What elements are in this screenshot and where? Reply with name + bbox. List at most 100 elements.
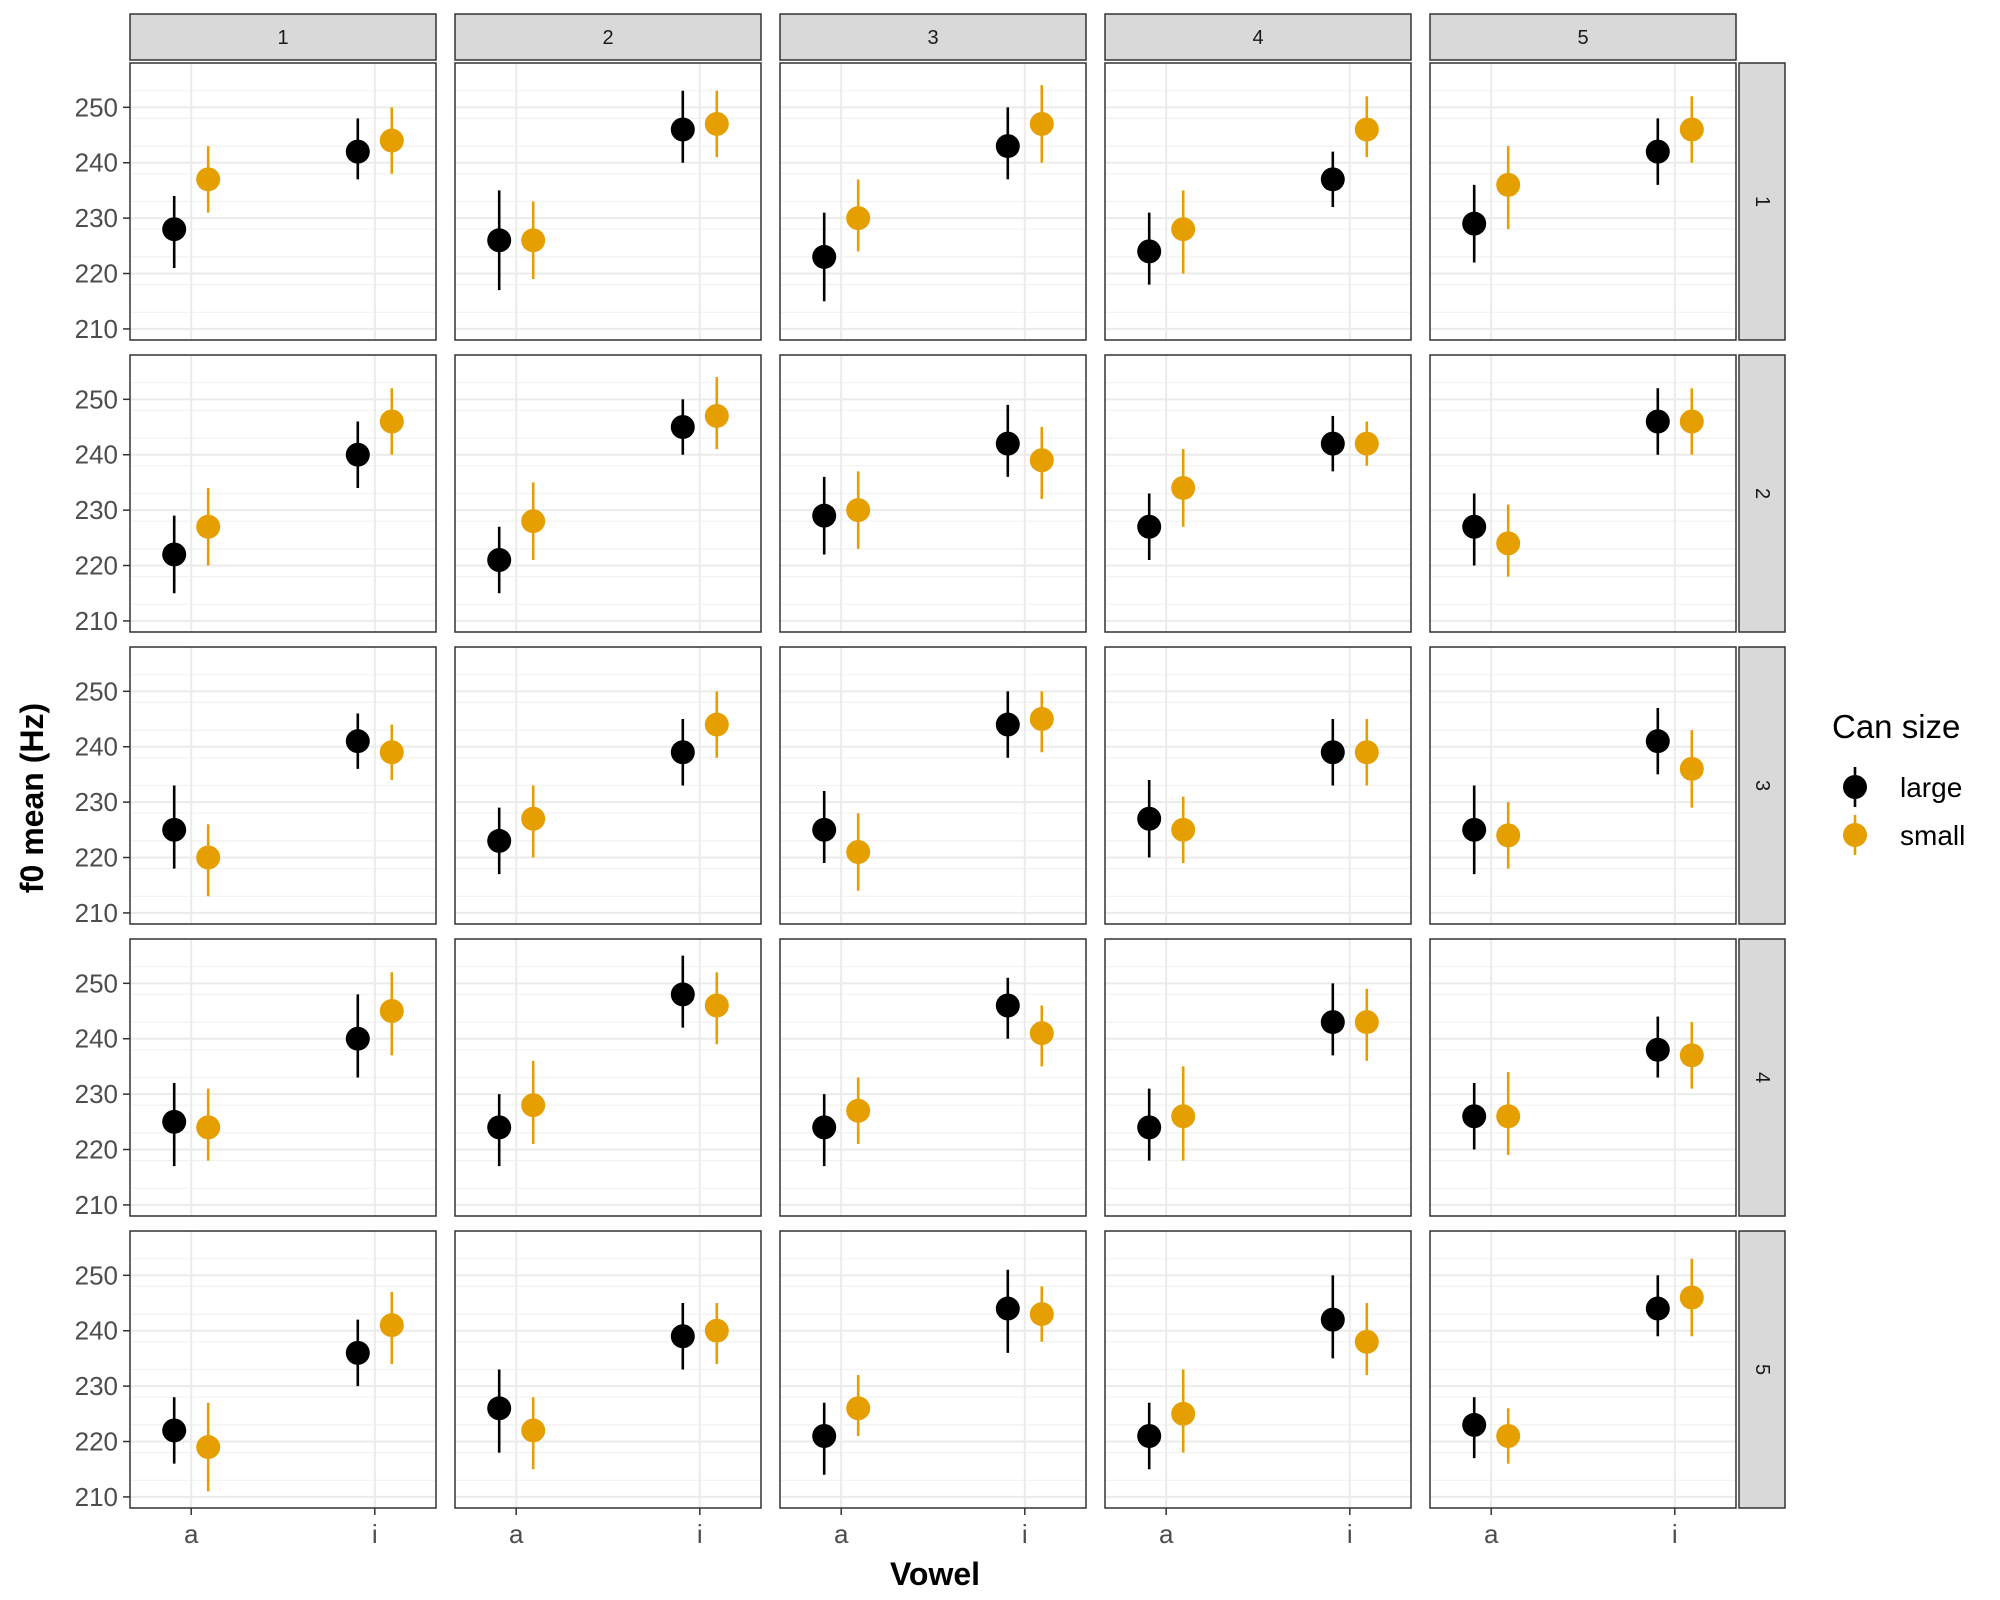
y-tick-label: 250	[75, 676, 118, 706]
panel-r2-c4	[1104, 354, 1412, 633]
panel-r1-c2	[454, 62, 762, 341]
strip-background	[1738, 62, 1786, 341]
strip-label: 2	[1751, 488, 1773, 499]
mean-point	[1137, 1115, 1162, 1140]
strip-label: 1	[277, 27, 288, 49]
point-small-i	[1354, 96, 1379, 158]
mean-point	[1679, 1043, 1704, 1068]
legend-label: small	[1900, 820, 1965, 851]
panel-border	[129, 354, 437, 633]
point-large-i	[345, 118, 370, 180]
y-axis-title: f0 mean (Hz)	[14, 703, 50, 893]
point-large-a	[487, 1369, 512, 1453]
mean-point	[1496, 1423, 1521, 1448]
point-large-i	[1320, 151, 1345, 208]
x-tick-label: a	[184, 1519, 199, 1549]
legend-item-small: small	[1843, 815, 1965, 855]
point-large-a	[487, 190, 512, 291]
y-tick-label: 220	[75, 1427, 118, 1457]
y-tick-label: 240	[75, 1024, 118, 1054]
mean-point	[1029, 1302, 1054, 1327]
panel-border	[454, 354, 762, 633]
mean-point	[1029, 1021, 1054, 1046]
point-large-a	[487, 807, 512, 875]
mean-point	[812, 1115, 837, 1140]
mean-point	[846, 839, 871, 864]
point-large-a	[1462, 493, 1487, 566]
mean-point	[1354, 1010, 1379, 1035]
mean-point	[812, 1423, 837, 1448]
mean-point	[1171, 475, 1196, 500]
panel-r4-c3	[779, 938, 1087, 1217]
y-tick-label: 250	[75, 92, 118, 122]
strip-label: 3	[927, 27, 938, 49]
mean-point	[670, 117, 695, 142]
point-small-a	[521, 201, 546, 280]
panel-r5-c2	[454, 1230, 762, 1509]
point-large-i	[995, 1269, 1020, 1353]
mean-point	[812, 503, 837, 528]
mean-point	[995, 134, 1020, 159]
point-large-a	[487, 526, 512, 594]
mean-point	[846, 206, 871, 231]
point-small-i	[379, 388, 404, 455]
legend-key-point	[1843, 775, 1867, 799]
x-tick-label: i	[697, 1519, 703, 1549]
column-strip-2: 2	[454, 13, 762, 61]
y-tick-label: 230	[75, 787, 118, 817]
panel-border	[454, 62, 762, 341]
mean-point	[1679, 1285, 1704, 1310]
column-strip-3: 3	[779, 13, 1087, 61]
mean-point	[670, 982, 695, 1007]
point-small-a	[1496, 1071, 1521, 1156]
mean-point	[1171, 1104, 1196, 1129]
mean-point	[995, 431, 1020, 456]
panel-r1-c4	[1104, 62, 1412, 341]
strip-background	[779, 13, 1087, 61]
strip-label: 4	[1252, 27, 1263, 49]
point-large-i	[1320, 983, 1345, 1056]
point-small-a	[846, 1077, 871, 1144]
point-large-a	[812, 476, 837, 555]
x-tick-label: a	[834, 1519, 849, 1549]
mean-point	[812, 244, 837, 269]
point-small-i	[1029, 691, 1054, 753]
panel-border	[1104, 354, 1412, 633]
point-large-i	[345, 421, 370, 488]
y-tick-label: 240	[75, 440, 118, 470]
panel-border	[454, 646, 762, 925]
mean-point	[345, 1026, 370, 1051]
point-small-i	[704, 1303, 729, 1364]
panel-border	[1104, 1230, 1412, 1509]
mean-point	[704, 993, 729, 1018]
mean-point	[1171, 1401, 1196, 1426]
row-strip-2: 2	[1738, 354, 1786, 633]
mean-point	[704, 712, 729, 737]
mean-point	[1029, 707, 1054, 732]
y-tick-label: 210	[75, 1482, 118, 1512]
mean-point	[1462, 1412, 1487, 1437]
row-strip-1: 1	[1738, 62, 1786, 341]
mean-point	[1320, 431, 1345, 456]
mean-point	[1496, 1104, 1521, 1129]
point-large-a	[1137, 493, 1162, 560]
mean-point	[487, 228, 512, 253]
mean-point	[1029, 111, 1054, 136]
panel-r4-c4	[1104, 938, 1412, 1217]
mean-point	[670, 415, 695, 440]
x-tick-label: i	[1022, 1519, 1028, 1549]
mean-point	[487, 547, 512, 572]
point-small-i	[1679, 388, 1704, 455]
point-small-a	[1171, 449, 1196, 527]
point-small-a	[196, 487, 221, 566]
y-tick-label: 250	[75, 1260, 118, 1290]
mean-point	[162, 1418, 187, 1443]
point-large-a	[1137, 779, 1162, 858]
point-small-i	[1679, 730, 1704, 808]
panel-r2-c5	[1429, 354, 1737, 633]
mean-point	[162, 542, 187, 567]
y-tick-label: 220	[75, 259, 118, 289]
strip-label: 3	[1751, 780, 1773, 791]
mean-point	[1645, 1037, 1670, 1062]
mean-point	[1320, 1010, 1345, 1035]
